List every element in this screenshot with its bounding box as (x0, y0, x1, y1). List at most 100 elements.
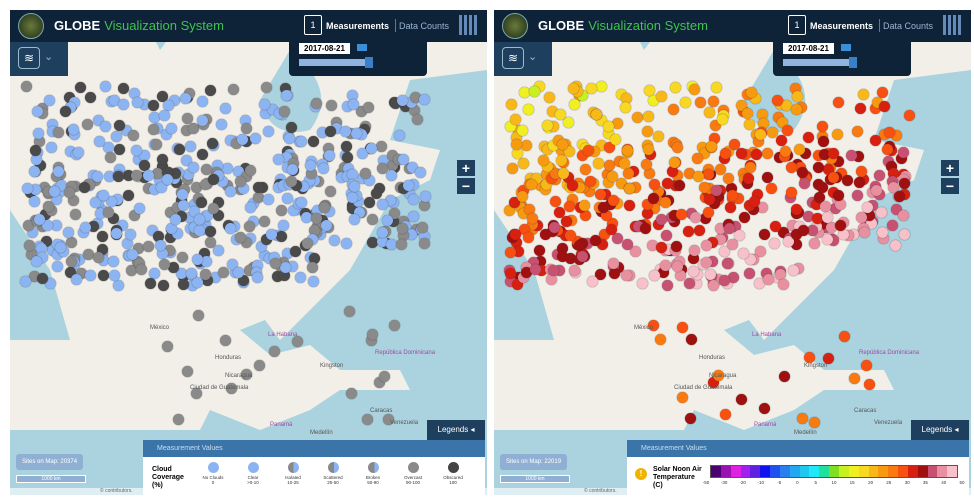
site-marker[interactable] (623, 168, 634, 179)
site-marker[interactable] (855, 103, 866, 114)
site-marker[interactable] (822, 212, 833, 223)
site-marker[interactable] (762, 172, 773, 183)
site-marker[interactable] (155, 240, 166, 251)
site-marker[interactable] (43, 201, 54, 212)
site-marker[interactable] (557, 251, 568, 262)
site-marker[interactable] (178, 279, 189, 290)
site-marker[interactable] (415, 167, 426, 178)
site-marker[interactable] (205, 226, 216, 237)
site-marker[interactable] (519, 224, 530, 235)
site-marker[interactable] (653, 131, 664, 142)
site-marker[interactable] (822, 234, 833, 245)
site-marker[interactable] (45, 278, 56, 289)
site-marker[interactable] (668, 104, 679, 115)
site-marker[interactable] (139, 150, 150, 161)
site-marker[interactable] (367, 237, 378, 248)
site-marker[interactable] (93, 115, 104, 126)
site-marker[interactable] (557, 139, 568, 150)
site-marker[interactable] (191, 182, 202, 193)
site-marker[interactable] (649, 203, 660, 214)
site-marker[interactable] (680, 97, 691, 108)
site-marker[interactable] (647, 240, 658, 251)
site-marker[interactable] (181, 125, 192, 136)
site-marker[interactable] (176, 268, 187, 279)
site-marker[interactable] (871, 185, 882, 196)
site-marker[interactable] (817, 121, 828, 132)
layers-toggle[interactable]: ≋ ⌄ (494, 42, 552, 76)
site-marker[interactable] (376, 141, 387, 152)
site-marker[interactable] (235, 176, 246, 187)
site-marker[interactable] (34, 214, 45, 225)
site-marker[interactable] (858, 89, 869, 100)
site-marker[interactable] (169, 95, 180, 106)
site-marker[interactable] (772, 95, 783, 106)
site-marker[interactable] (536, 265, 547, 276)
site-marker[interactable] (158, 280, 169, 291)
site-marker[interactable] (866, 218, 877, 229)
site-marker[interactable] (554, 207, 565, 218)
site-marker[interactable] (672, 142, 683, 153)
site-marker[interactable] (182, 113, 193, 124)
site-marker[interactable] (542, 161, 553, 172)
site-marker[interactable] (653, 186, 664, 197)
site-marker[interactable] (729, 139, 740, 150)
site-marker[interactable] (309, 253, 320, 264)
site-marker[interactable] (753, 136, 764, 147)
site-marker[interactable] (267, 104, 278, 115)
site-marker[interactable] (75, 82, 86, 93)
site-marker[interactable] (201, 164, 212, 175)
site-marker[interactable] (518, 208, 529, 219)
site-marker[interactable] (176, 211, 187, 222)
site-marker[interactable] (398, 154, 409, 165)
site-marker[interactable] (669, 210, 680, 221)
site-marker[interactable] (603, 177, 614, 188)
site-marker[interactable] (610, 134, 621, 145)
site-marker[interactable] (306, 168, 317, 179)
site-marker[interactable] (511, 132, 522, 143)
site-marker[interactable] (585, 176, 596, 187)
site-marker[interactable] (786, 187, 797, 198)
site-marker[interactable] (173, 414, 184, 425)
site-marker[interactable] (817, 182, 828, 193)
site-marker[interactable] (31, 256, 42, 267)
site-marker[interactable] (325, 186, 336, 197)
site-marker[interactable] (281, 152, 292, 163)
site-marker[interactable] (196, 197, 207, 208)
site-marker[interactable] (528, 257, 539, 268)
site-marker[interactable] (213, 197, 224, 208)
date-slider[interactable] (783, 57, 857, 68)
site-marker[interactable] (526, 179, 537, 190)
site-marker[interactable] (41, 236, 52, 247)
site-marker[interactable] (123, 190, 134, 201)
site-marker[interactable] (828, 148, 839, 159)
site-marker[interactable] (505, 276, 516, 287)
site-marker[interactable] (884, 127, 895, 138)
site-marker[interactable] (85, 92, 96, 103)
site-marker[interactable] (60, 106, 71, 117)
site-marker[interactable] (53, 127, 64, 138)
site-marker[interactable] (525, 173, 536, 184)
site-marker[interactable] (43, 186, 54, 197)
site-marker[interactable] (241, 171, 252, 182)
site-marker[interactable] (341, 141, 352, 152)
site-marker[interactable] (899, 229, 910, 240)
chevron-down-icon[interactable]: ⌄ (44, 51, 54, 63)
site-marker[interactable] (509, 197, 520, 208)
site-marker[interactable] (708, 280, 719, 291)
site-marker[interactable] (379, 371, 390, 382)
site-marker[interactable] (608, 195, 619, 206)
site-marker[interactable] (128, 130, 139, 141)
site-marker[interactable] (364, 197, 375, 208)
site-marker[interactable] (891, 130, 902, 141)
site-marker[interactable] (233, 166, 244, 177)
site-marker[interactable] (356, 106, 367, 117)
site-marker[interactable] (527, 213, 538, 224)
site-marker[interactable] (202, 275, 213, 286)
site-marker[interactable] (90, 197, 101, 208)
site-marker[interactable] (388, 216, 399, 227)
site-marker[interactable] (259, 216, 270, 227)
site-marker[interactable] (282, 248, 293, 259)
site-marker[interactable] (347, 203, 358, 214)
site-marker[interactable] (44, 95, 55, 106)
site-marker[interactable] (517, 191, 528, 202)
